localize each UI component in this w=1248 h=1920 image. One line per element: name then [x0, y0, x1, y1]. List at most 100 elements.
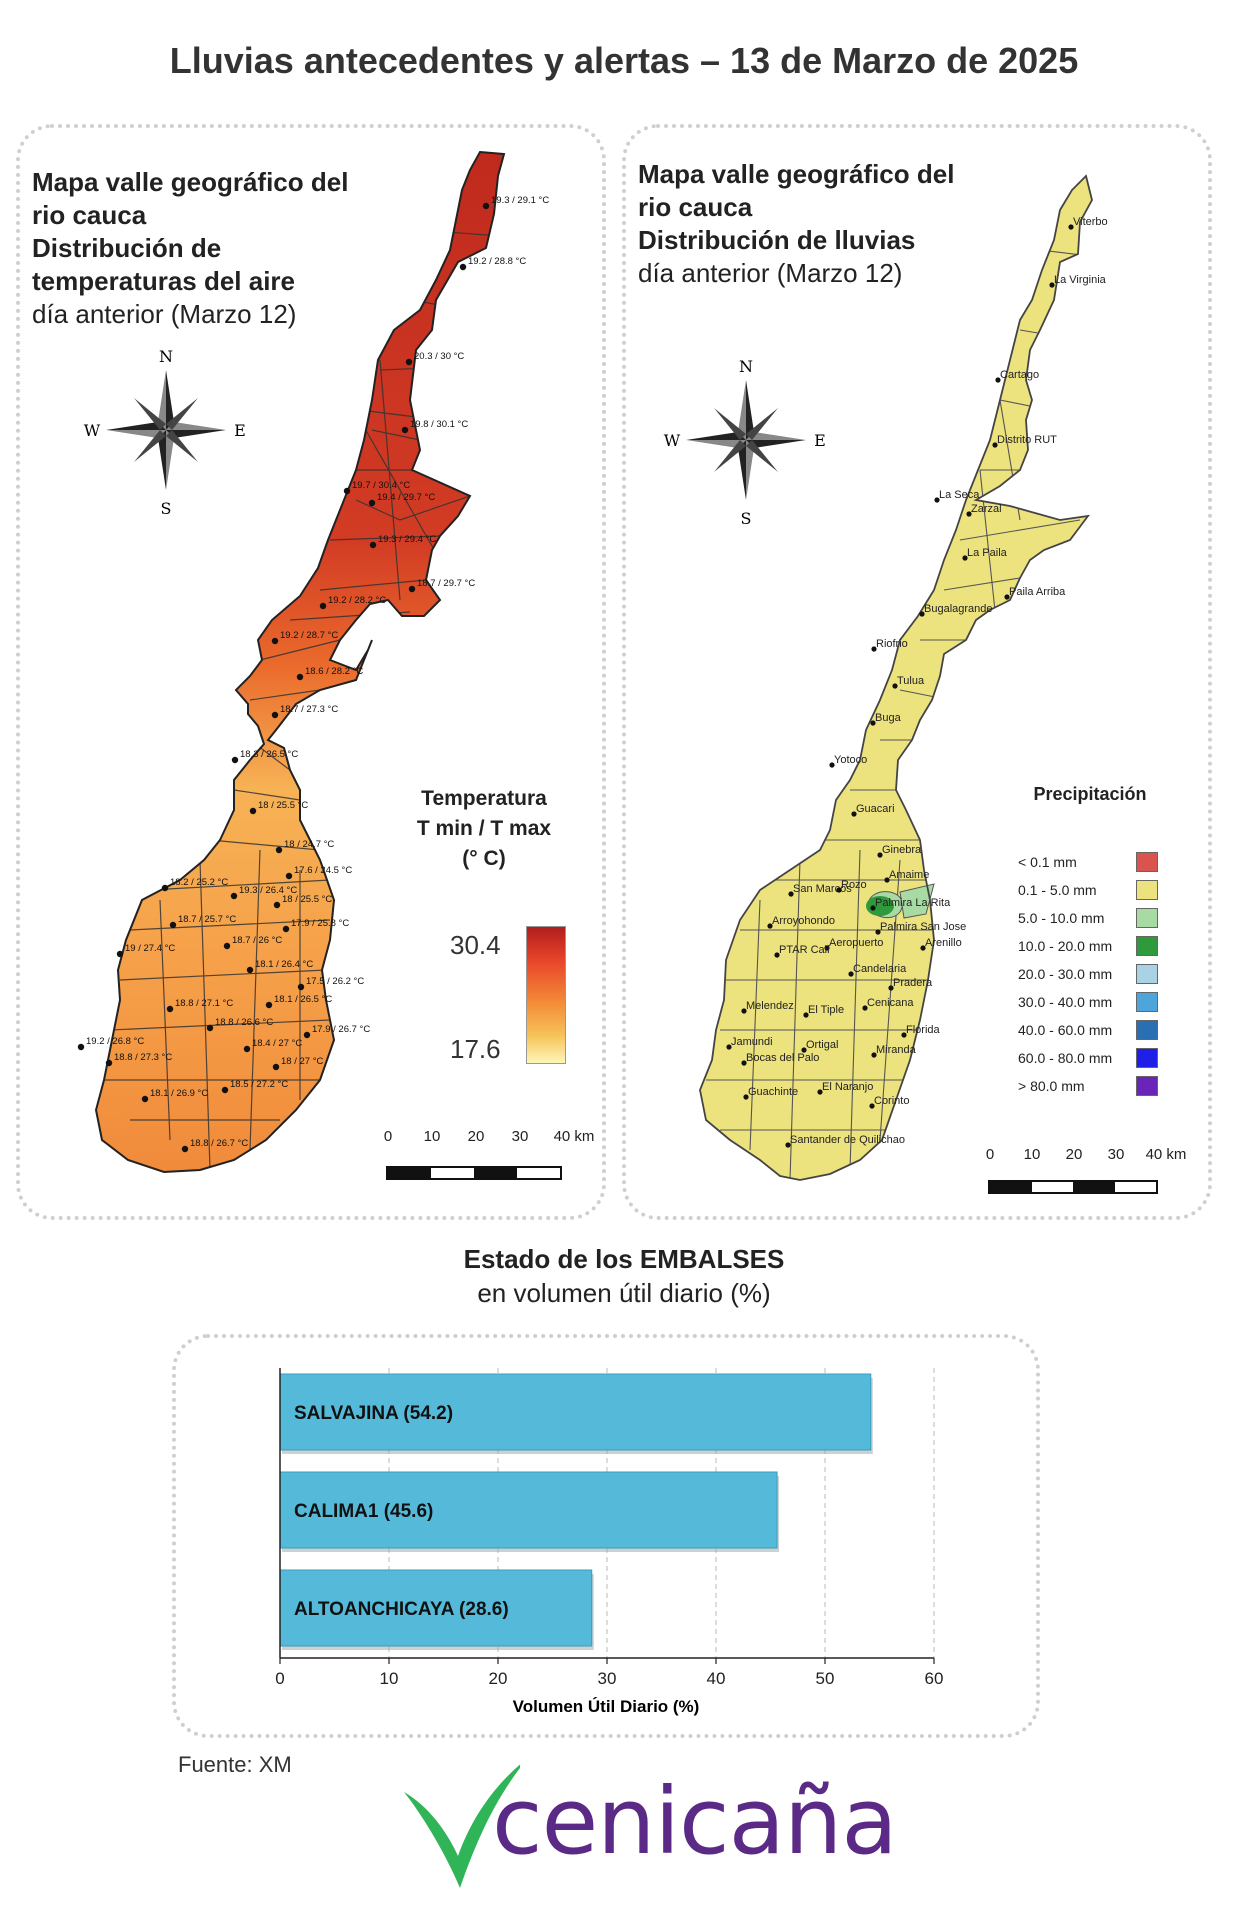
scale-label: 0	[985, 1146, 995, 1163]
place-label: Guachinte	[748, 1086, 798, 1098]
place-label: Zarzal	[971, 503, 1002, 515]
station-label: 17.6 / 24.5 °C	[294, 865, 352, 876]
station-dot	[296, 673, 304, 681]
place-dot	[966, 511, 972, 517]
place-dot	[871, 1052, 877, 1058]
place-label: Viterbo	[1073, 216, 1108, 228]
legend-label: 60.0 - 80.0 mm	[1018, 1050, 1113, 1066]
place-dot	[901, 1032, 907, 1038]
station-label: 19.4 / 29.7 °C	[377, 492, 435, 503]
station-marker: 17.9 / 26.7 °C	[303, 1024, 370, 1039]
place-dot	[870, 905, 876, 911]
legend-swatch	[1136, 852, 1158, 872]
station-label: 19.2 / 26.8 °C	[86, 1036, 144, 1047]
place-dot	[1068, 224, 1074, 230]
station-marker: 19.3 / 29.4 °C	[369, 534, 436, 549]
station-marker: 18.8 / 26.6 °C	[206, 1017, 273, 1032]
compass-n-label: N	[739, 357, 753, 376]
place-dot	[892, 683, 898, 689]
place-marker: Pradera	[888, 977, 933, 991]
station-dot	[243, 1045, 251, 1053]
legend-label: 40.0 - 60.0 mm	[1018, 1022, 1113, 1038]
place-label: Paila Arriba	[1009, 586, 1066, 598]
place-label: Amaime	[889, 869, 929, 881]
place-marker: El Tiple	[803, 1004, 844, 1018]
place-marker: Jamundi	[726, 1036, 773, 1050]
legend-row: 5.0 - 10.0 mm	[1018, 904, 1158, 932]
station-label: 18.7 / 25.7 °C	[178, 914, 236, 925]
station-marker: 17.9 / 25.8 °C	[282, 918, 349, 933]
place-label: Florida	[906, 1024, 941, 1036]
station-marker: 18.1 / 26.4 °C	[246, 959, 313, 974]
place-marker: El Naranjo	[817, 1081, 873, 1095]
station-label: 18.2 / 25.2 °C	[170, 877, 228, 888]
station-label: 18.7 / 26 °C	[232, 935, 282, 946]
scale-bar-left	[386, 1166, 562, 1180]
station-marker: 18.8 / 26.7 °C	[181, 1138, 248, 1153]
station-marker: 20.3 / 30 °C	[405, 351, 464, 366]
place-dot	[1004, 594, 1010, 600]
place-marker: Guacari	[851, 803, 895, 817]
station-dot	[408, 585, 416, 593]
station-dot	[273, 901, 281, 909]
station-label: 19.3 / 29.1 °C	[491, 195, 549, 206]
station-dot	[169, 921, 177, 929]
place-marker: Florida	[901, 1024, 941, 1038]
legend-heading-line: T min / T max	[416, 817, 552, 840]
precipitation-legend: < 0.1 mm 0.1 - 5.0 mm 5.0 - 10.0 mm 10.0…	[1018, 848, 1158, 1100]
station-marker: 19.2 / 28.8 °C	[459, 256, 526, 271]
place-dot	[803, 1012, 809, 1018]
precipitation-legend-heading: Precipitación	[1033, 784, 1147, 804]
place-marker: La Virginia	[1049, 274, 1107, 288]
place-marker: Bugalagrande	[919, 603, 993, 617]
place-dot	[801, 1047, 807, 1053]
compass-s-label: S	[741, 509, 752, 528]
place-dot	[862, 1005, 868, 1011]
scale-labels-left: 0 10 20 30 40 km	[384, 1128, 595, 1148]
station-dot	[206, 1024, 214, 1032]
temperature-map-title: Mapa valle geográfico del rio cauca Dist…	[32, 166, 348, 331]
temperature-color-ramp	[526, 926, 566, 1064]
place-dot	[824, 945, 830, 951]
map-title-line: Mapa valle geográfico del	[32, 167, 349, 197]
station-label: 18.1 / 26.9 °C	[150, 1088, 208, 1099]
place-marker: Bocas del Palo	[741, 1052, 819, 1066]
station-label: 19.8 / 30.1 °C	[410, 419, 468, 430]
station-dot	[161, 884, 169, 892]
legend-label: 0.1 - 5.0 mm	[1018, 882, 1097, 898]
map-title-line: Distribución de	[32, 233, 222, 263]
place-dot	[875, 929, 881, 935]
place-dot	[919, 611, 925, 617]
scale-label: 0	[383, 1128, 393, 1145]
place-label: Tulua	[897, 675, 925, 687]
station-marker: 19.3 / 29.1 °C	[482, 195, 549, 210]
station-label: 19.3 / 26.4 °C	[239, 885, 297, 896]
precipitation-map-title: Mapa valle geográfico del rio cauca Dist…	[638, 158, 954, 290]
place-marker: Rozo	[836, 879, 867, 893]
station-dot	[271, 711, 279, 719]
station-dot	[141, 1095, 149, 1103]
temperature-map-panel	[16, 124, 606, 1220]
place-marker: Cenicana	[862, 997, 914, 1011]
place-dot	[743, 1094, 749, 1100]
temperature-stations: 19.3 / 29.1 °C 19.2 / 28.8 °C 20.3 / 30 °C…	[77, 195, 549, 1153]
legend-swatch	[1136, 1048, 1158, 1068]
compass-e-label: E	[814, 431, 826, 450]
place-label: Guacari	[856, 803, 895, 815]
station-marker: 18 / 27 °C	[272, 1056, 323, 1071]
station-label: 18.1 / 26.4 °C	[255, 959, 313, 970]
station-dot	[285, 872, 293, 880]
station-label: 18 / 24.7 °C	[284, 839, 334, 850]
place-marker: Paila Arriba	[1004, 586, 1066, 600]
station-dot	[405, 358, 413, 366]
legend-row: 0.1 - 5.0 mm	[1018, 876, 1158, 904]
station-marker: 18 / 25.5 °C	[273, 894, 332, 909]
place-label: Candelaria	[853, 963, 907, 975]
station-label: 19.3 / 29.4 °C	[378, 534, 436, 545]
place-dot	[870, 720, 876, 726]
scale-label: 20	[1065, 1146, 1083, 1163]
place-marker: Corinto	[869, 1095, 909, 1109]
place-dot	[995, 377, 1001, 383]
station-label: 18 / 27 °C	[281, 1056, 323, 1067]
station-marker: 18.1 / 26.9 °C	[141, 1088, 208, 1103]
